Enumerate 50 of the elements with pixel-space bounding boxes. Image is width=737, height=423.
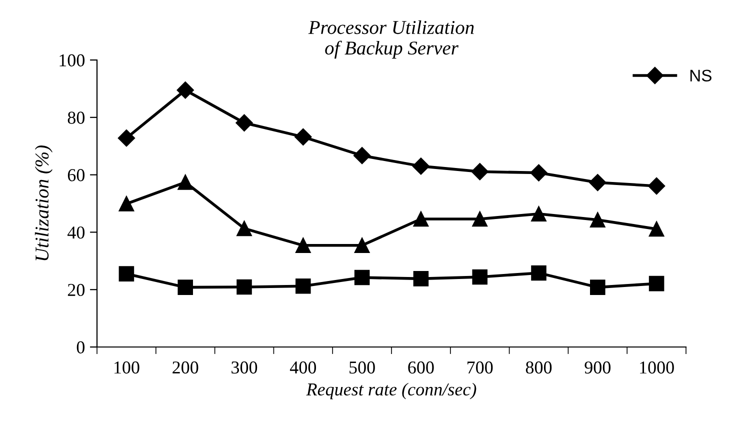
x-tick-label: 500: [350, 361, 375, 374]
y-tick-label: 60: [68, 169, 85, 182]
point: [530, 164, 548, 182]
y-tick-label: 100: [60, 54, 85, 66]
point: [648, 177, 666, 195]
legend-label: NS: [690, 70, 712, 82]
x-tick-label: 900: [584, 361, 611, 374]
point: [236, 279, 252, 295]
point: [590, 280, 606, 295]
x-tick-label: 800: [526, 361, 552, 374]
point: [471, 163, 488, 180]
point: [648, 276, 664, 292]
y-tick-label: 20: [68, 284, 85, 296]
y-tick-label: 0: [76, 341, 85, 354]
x-tick-label: 100: [114, 361, 140, 374]
point: [118, 130, 135, 147]
x-tick-label: 1000: [640, 361, 674, 374]
point: [354, 270, 370, 286]
x-tick-label: 400: [290, 361, 316, 374]
point: [589, 174, 606, 192]
point: [296, 238, 311, 254]
y-axis-title: Utilization (%): [34, 146, 53, 260]
point: [413, 271, 429, 286]
point: [176, 82, 194, 99]
point: [648, 221, 664, 237]
x-tick-label: 300: [232, 361, 258, 374]
y-tick-label: 80: [68, 112, 85, 124]
y-tick-label: 40: [67, 226, 85, 239]
x-tick-label: 200: [172, 361, 198, 374]
point: [413, 211, 429, 227]
x-tick-label: 600: [408, 361, 434, 374]
point: [118, 196, 134, 212]
chart-title: Processor Utilization of Backup Server: [308, 20, 474, 59]
point: [531, 265, 546, 281]
point: [590, 212, 606, 228]
point: [178, 280, 193, 295]
point: [296, 278, 311, 294]
point: [354, 238, 370, 254]
point: [294, 128, 312, 146]
point: [118, 266, 134, 282]
point: [412, 158, 430, 175]
point: [354, 147, 371, 164]
point: [472, 211, 488, 227]
point: [236, 114, 253, 132]
x-axis-title: Request rate (conn/sec): [306, 382, 476, 400]
point: [236, 220, 252, 236]
x-tick-label: 700: [468, 361, 493, 374]
point: [178, 174, 193, 190]
point: [531, 206, 546, 222]
point: [472, 269, 488, 285]
